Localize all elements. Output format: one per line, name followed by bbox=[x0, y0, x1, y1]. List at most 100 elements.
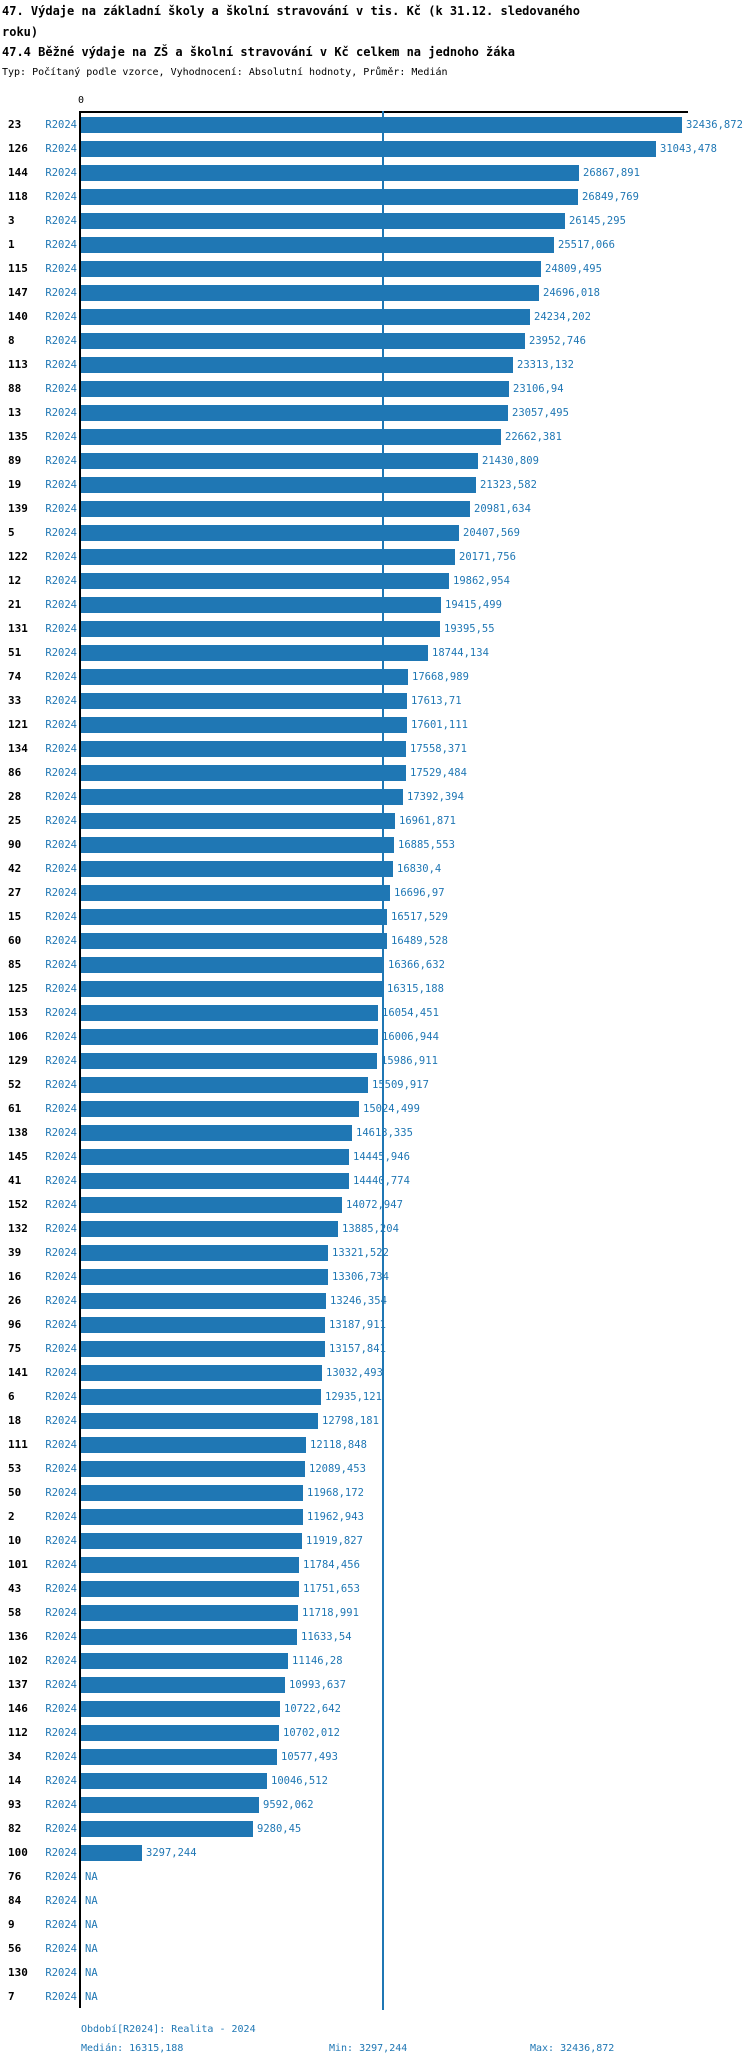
chart-row: 12 R2024 19862,954 bbox=[0, 573, 750, 589]
chart-row: 90 R2024 16885,553 bbox=[0, 837, 750, 853]
row-id: 153 bbox=[8, 1006, 28, 1019]
chart-row: 147 R2024 24696,018 bbox=[0, 285, 750, 301]
chart-row: 96 R2024 13187,911 bbox=[0, 1317, 750, 1333]
row-period-label: R2024 bbox=[45, 1055, 77, 1067]
chart-row: 75 R2024 13157,841 bbox=[0, 1341, 750, 1357]
chart-row: 56 R2024 NA bbox=[0, 1941, 750, 1957]
row-value-label: 22662,381 bbox=[505, 431, 562, 443]
row-value-label: 16054,451 bbox=[382, 1007, 439, 1019]
row-value-label: 21323,582 bbox=[480, 479, 537, 491]
chart-row: 60 R2024 16489,528 bbox=[0, 933, 750, 949]
row-value-label: NA bbox=[85, 1967, 98, 1979]
row-bar bbox=[81, 117, 682, 133]
row-bar bbox=[81, 1629, 297, 1645]
row-id: 58 bbox=[8, 1606, 22, 1619]
chart-row: 136 R2024 11633,54 bbox=[0, 1629, 750, 1645]
row-period-label: R2024 bbox=[45, 1919, 77, 1931]
row-id: 27 bbox=[8, 886, 22, 899]
row-bar bbox=[81, 1077, 368, 1093]
row-value-label: NA bbox=[85, 1991, 98, 2003]
chart-row: 106 R2024 16006,944 bbox=[0, 1029, 750, 1045]
row-id: 115 bbox=[8, 262, 28, 275]
row-value-label: 10577,493 bbox=[281, 1751, 338, 1763]
row-id: 12 bbox=[8, 574, 22, 587]
row-id: 23 bbox=[8, 118, 22, 131]
row-bar bbox=[81, 1557, 299, 1573]
row-period-label: R2024 bbox=[45, 911, 77, 923]
row-value-label: 12798,181 bbox=[322, 1415, 379, 1427]
row-period-label: R2024 bbox=[45, 1703, 77, 1715]
row-id: 28 bbox=[8, 790, 22, 803]
row-value-label: 15986,911 bbox=[381, 1055, 438, 1067]
row-period-label: R2024 bbox=[45, 599, 77, 611]
row-id: 111 bbox=[8, 1438, 28, 1451]
row-id: 93 bbox=[8, 1798, 22, 1811]
row-period-label: R2024 bbox=[45, 1151, 77, 1163]
row-value-label: 17529,484 bbox=[410, 767, 467, 779]
row-period-label: R2024 bbox=[45, 815, 77, 827]
row-period-label: R2024 bbox=[45, 743, 77, 755]
row-bar bbox=[81, 933, 387, 949]
row-id: 5 bbox=[8, 526, 15, 539]
row-value-label: 13032,493 bbox=[326, 1367, 383, 1379]
row-period-label: R2024 bbox=[45, 695, 77, 707]
row-id: 51 bbox=[8, 646, 22, 659]
row-bar bbox=[81, 837, 394, 853]
row-bar bbox=[81, 645, 428, 661]
row-id: 3 bbox=[8, 214, 15, 227]
row-id: 122 bbox=[8, 550, 28, 563]
chart-row: 50 R2024 11968,172 bbox=[0, 1485, 750, 1501]
row-id: 106 bbox=[8, 1030, 28, 1043]
chart-row: 132 R2024 13885,204 bbox=[0, 1221, 750, 1237]
row-period-label: R2024 bbox=[45, 1127, 77, 1139]
row-bar bbox=[81, 1173, 349, 1189]
row-value-label: 16006,944 bbox=[382, 1031, 439, 1043]
row-period-label: R2024 bbox=[45, 1943, 77, 1955]
row-bar bbox=[81, 717, 407, 733]
row-bar bbox=[81, 501, 470, 517]
row-id: 13 bbox=[8, 406, 22, 419]
row-id: 6 bbox=[8, 1390, 15, 1403]
row-id: 86 bbox=[8, 766, 22, 779]
chart-row: 2 R2024 11962,943 bbox=[0, 1509, 750, 1525]
chart-row: 145 R2024 14445,946 bbox=[0, 1149, 750, 1165]
row-period-label: R2024 bbox=[45, 1847, 77, 1859]
row-period-label: R2024 bbox=[45, 1007, 77, 1019]
row-id: 18 bbox=[8, 1414, 22, 1427]
row-value-label: 26145,295 bbox=[569, 215, 626, 227]
row-period-label: R2024 bbox=[45, 1319, 77, 1331]
row-id: 21 bbox=[8, 598, 22, 611]
row-period-label: R2024 bbox=[45, 1871, 77, 1883]
row-value-label: 20407,569 bbox=[463, 527, 520, 539]
chart-row: 7 R2024 NA bbox=[0, 1989, 750, 2005]
row-period-label: R2024 bbox=[45, 1247, 77, 1259]
row-period-label: R2024 bbox=[45, 335, 77, 347]
chart-row: 89 R2024 21430,809 bbox=[0, 453, 750, 469]
row-bar bbox=[81, 1101, 359, 1117]
row-id: 9 bbox=[8, 1918, 15, 1931]
row-value-label: 16489,528 bbox=[391, 935, 448, 947]
page-subtitle: 47.4 Běžné výdaje na ZŠ a školní stravov… bbox=[2, 45, 515, 59]
row-id: 126 bbox=[8, 142, 28, 155]
chart-row: 28 R2024 17392,394 bbox=[0, 789, 750, 805]
row-value-label: 13321,522 bbox=[332, 1247, 389, 1259]
row-bar bbox=[81, 1701, 280, 1717]
row-bar bbox=[81, 261, 541, 277]
chart-row: 74 R2024 17668,989 bbox=[0, 669, 750, 685]
row-value-label: 16696,97 bbox=[394, 887, 445, 899]
row-id: 113 bbox=[8, 358, 28, 371]
row-bar bbox=[81, 981, 383, 997]
row-value-label: 17601,111 bbox=[411, 719, 468, 731]
row-value-label: 32436,872 bbox=[686, 119, 743, 131]
row-value-label: 11146,28 bbox=[292, 1655, 343, 1667]
row-bar bbox=[81, 1005, 378, 1021]
row-id: 76 bbox=[8, 1870, 22, 1883]
row-bar bbox=[81, 909, 387, 925]
row-value-label: 16830,4 bbox=[397, 863, 442, 875]
row-period-label: R2024 bbox=[45, 383, 77, 395]
row-value-label: 11968,172 bbox=[307, 1487, 364, 1499]
row-id: 75 bbox=[8, 1342, 22, 1355]
row-period-label: R2024 bbox=[45, 1679, 77, 1691]
chart-row: 141 R2024 13032,493 bbox=[0, 1365, 750, 1381]
row-bar bbox=[81, 621, 440, 637]
